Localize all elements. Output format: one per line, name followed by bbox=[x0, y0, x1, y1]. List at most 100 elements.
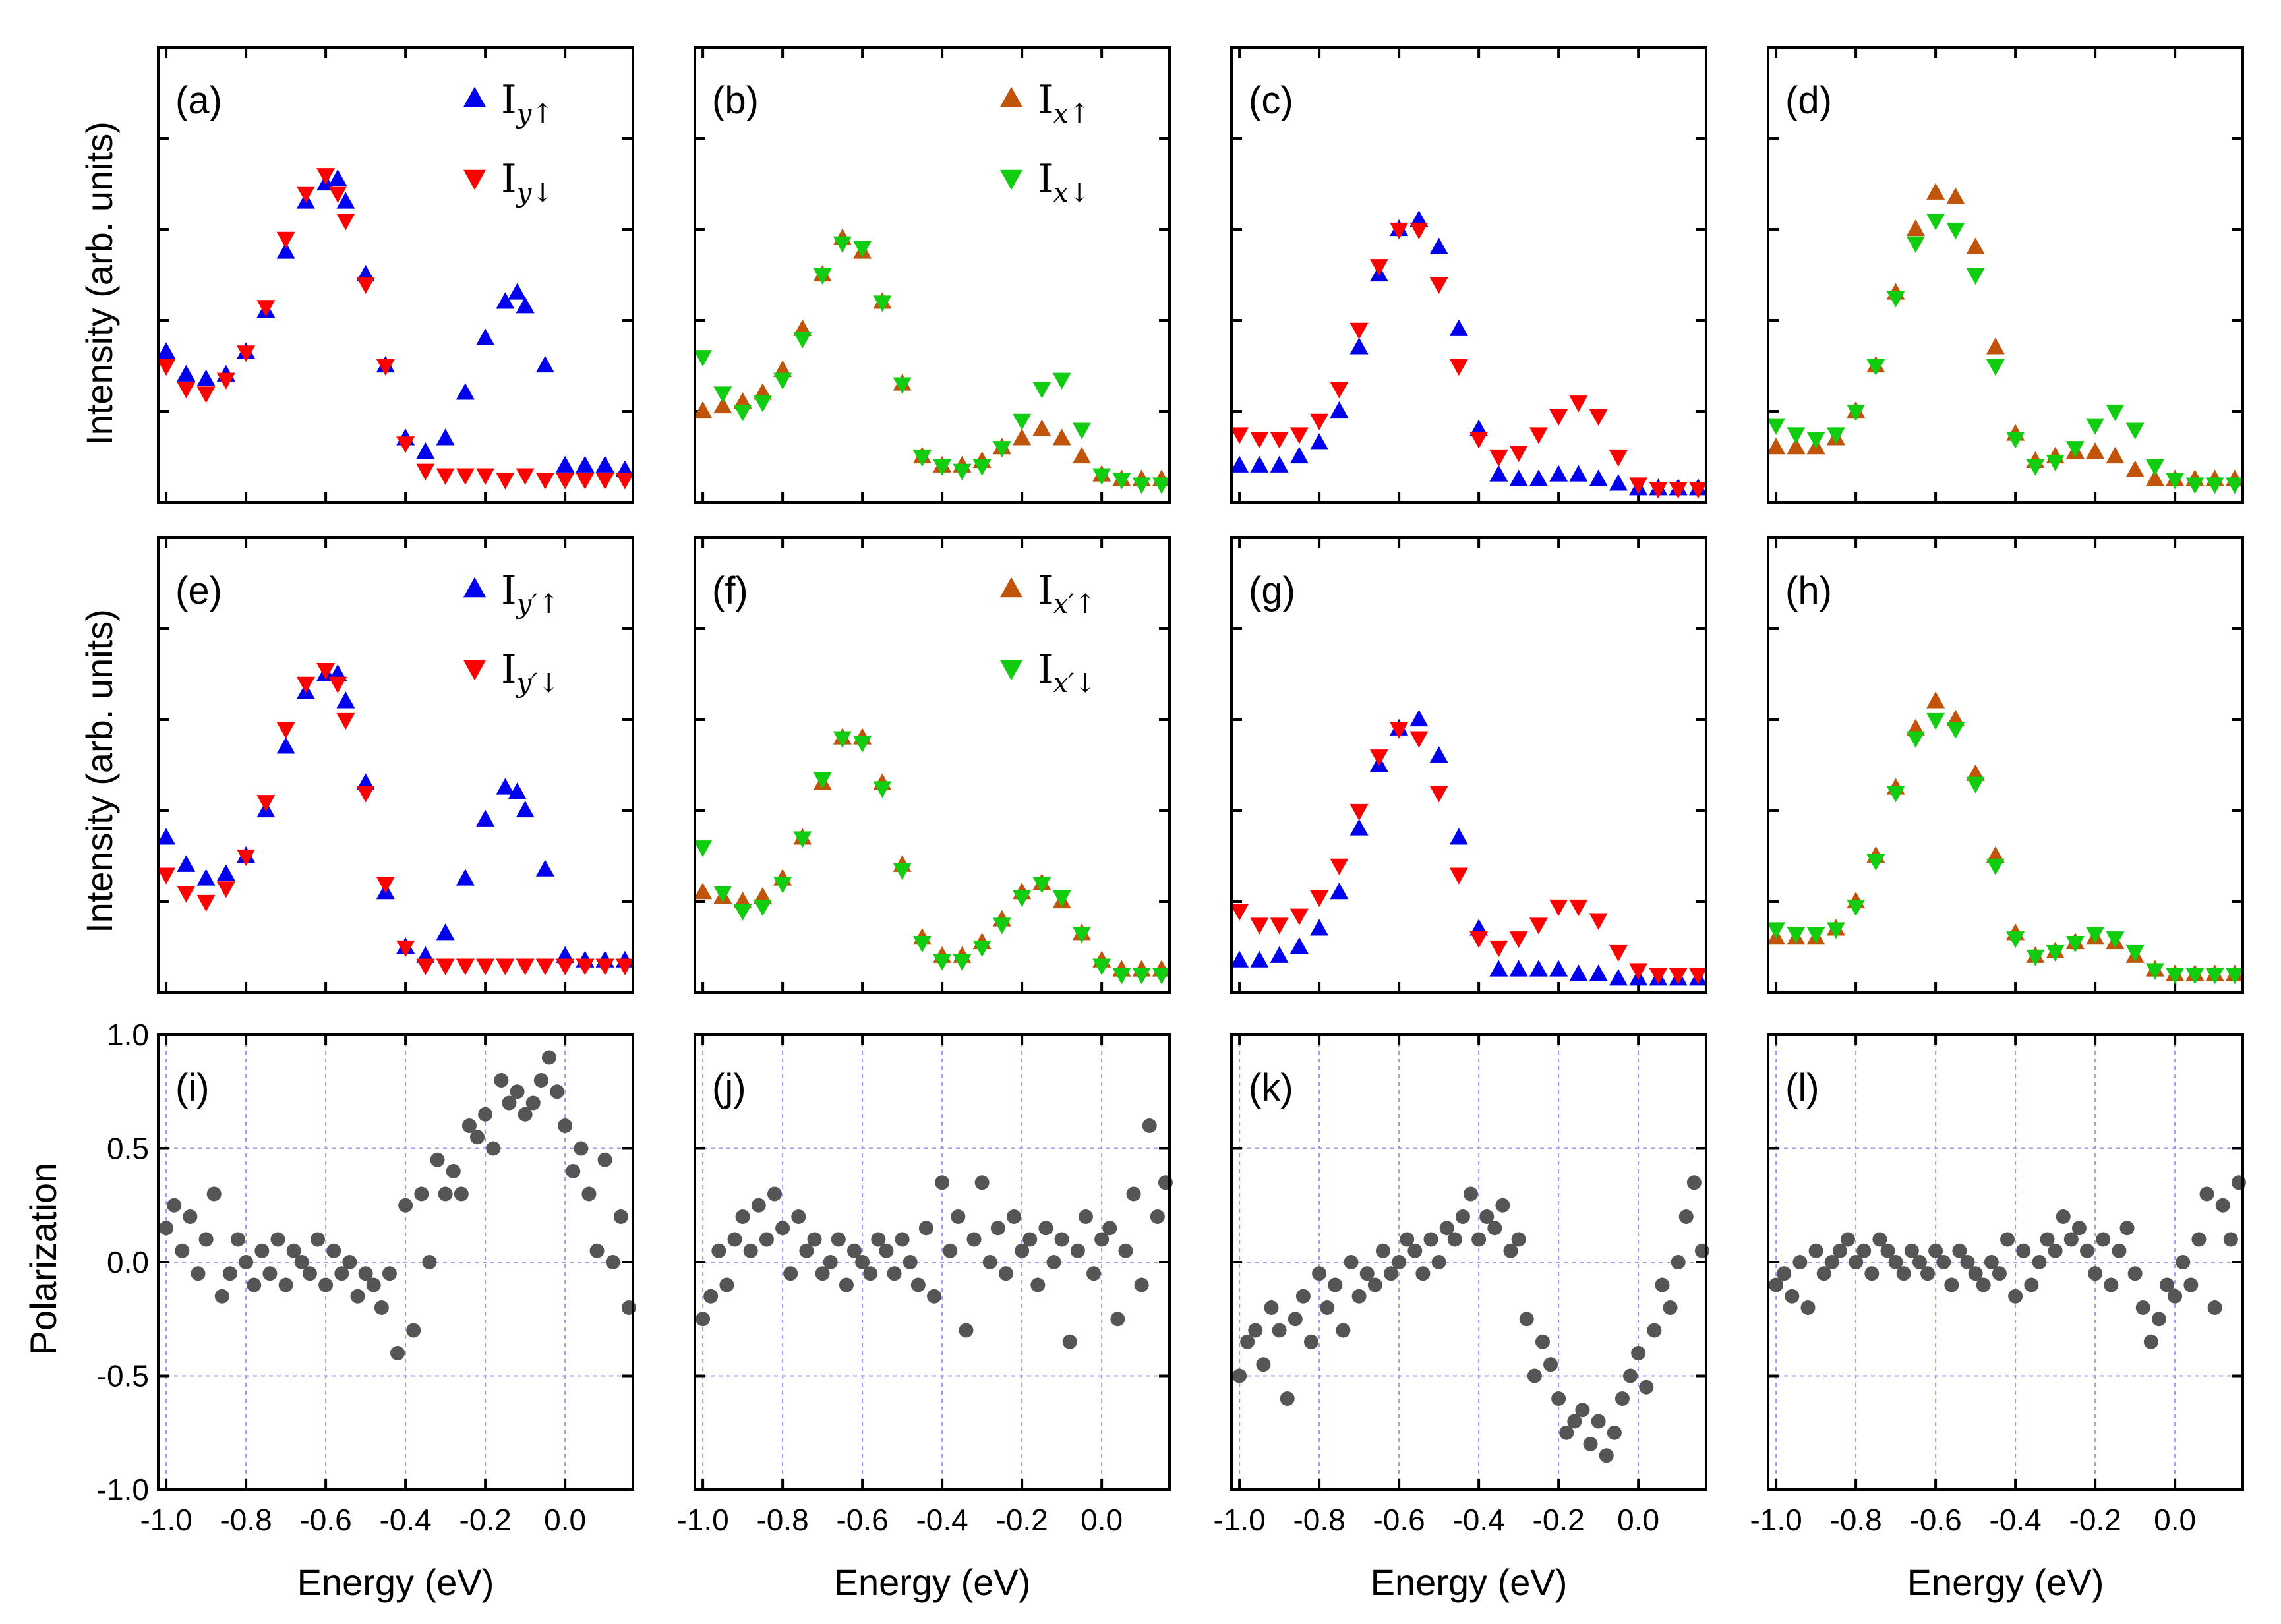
data-point-up bbox=[516, 800, 535, 818]
x-tick-label: -0.4 bbox=[1989, 1503, 2041, 1537]
data-point bbox=[1928, 1243, 1943, 1258]
data-point-up bbox=[1429, 237, 1448, 254]
data-point-up bbox=[508, 283, 527, 300]
data-point-up bbox=[1926, 691, 1945, 709]
data-point-up bbox=[1986, 337, 2005, 355]
data-point-up bbox=[1230, 950, 1249, 968]
data-point-up bbox=[1609, 474, 1628, 491]
data-point-down bbox=[953, 954, 972, 971]
data-point bbox=[342, 1255, 357, 1269]
x-tick-label: -0.4 bbox=[916, 1503, 968, 1537]
legend-subscript: y′↑ bbox=[516, 589, 560, 620]
data-point-down bbox=[1926, 214, 1945, 231]
data-point bbox=[1968, 1266, 1983, 1281]
data-point bbox=[871, 1232, 886, 1247]
data-point bbox=[422, 1255, 437, 1269]
data-point-down bbox=[1986, 359, 2005, 376]
y-tick-label: 1.0 bbox=[107, 1018, 149, 1052]
data-point bbox=[1519, 1312, 1534, 1327]
data-point-down bbox=[1449, 359, 1468, 376]
data-point-down bbox=[416, 958, 435, 975]
data-point-down bbox=[773, 372, 792, 390]
data-point-down bbox=[2185, 968, 2205, 985]
data-point-down bbox=[296, 676, 315, 693]
data-point bbox=[1118, 1243, 1133, 1258]
data-point-down bbox=[1926, 712, 1945, 730]
data-point-up bbox=[196, 369, 216, 386]
legend-marker bbox=[463, 86, 486, 107]
data-point bbox=[1464, 1186, 1479, 1202]
data-point bbox=[502, 1095, 517, 1111]
data-point bbox=[1288, 1312, 1303, 1327]
legend-marker bbox=[1000, 660, 1022, 681]
data-point bbox=[198, 1232, 214, 1247]
data-point-up bbox=[1072, 446, 1091, 464]
data-point bbox=[550, 1084, 565, 1099]
data-point bbox=[1240, 1334, 1255, 1349]
data-point-down bbox=[456, 468, 475, 485]
data-point-down bbox=[1589, 409, 1608, 426]
x-tick-label: -0.8 bbox=[1293, 1503, 1345, 1537]
data-point bbox=[759, 1232, 774, 1247]
data-point-down bbox=[694, 840, 713, 857]
data-point-up bbox=[1549, 465, 1568, 482]
xlabel-col3: Energy (eV) bbox=[1371, 1561, 1568, 1603]
data-point-down bbox=[1549, 409, 1568, 426]
data-point-up bbox=[1529, 960, 1548, 977]
data-point bbox=[1487, 1221, 1502, 1236]
data-point-down bbox=[1270, 432, 1289, 449]
data-point-down bbox=[2125, 422, 2145, 440]
xlabel-col1: Energy (eV) bbox=[297, 1561, 494, 1603]
data-point-down bbox=[1629, 477, 1648, 494]
data-point bbox=[1336, 1323, 1351, 1338]
data-point bbox=[1264, 1300, 1279, 1315]
data-point-down bbox=[177, 886, 196, 903]
data-point-up bbox=[1013, 428, 1032, 446]
data-point-up bbox=[328, 169, 347, 187]
data-point bbox=[558, 1118, 573, 1133]
data-point bbox=[903, 1255, 918, 1269]
data-point bbox=[2135, 1300, 2150, 1315]
data-point-down bbox=[256, 300, 276, 317]
data-point-down bbox=[1847, 404, 1866, 422]
data-point bbox=[398, 1198, 413, 1213]
data-point-up bbox=[2145, 469, 2164, 486]
data-point bbox=[847, 1243, 862, 1258]
data-point bbox=[1344, 1255, 1359, 1269]
data-point bbox=[1078, 1209, 1093, 1224]
data-point bbox=[927, 1289, 942, 1304]
data-point-down bbox=[1112, 473, 1131, 490]
data-point-down bbox=[2026, 949, 2045, 966]
panel-frame bbox=[694, 536, 1171, 994]
data-point bbox=[438, 1186, 453, 1202]
data-point-down bbox=[1688, 968, 1707, 985]
data-point bbox=[334, 1266, 349, 1281]
data-point-up bbox=[157, 342, 176, 359]
data-point-down bbox=[2046, 454, 2065, 472]
data-point-down bbox=[556, 473, 575, 490]
panel-g: (g) bbox=[1230, 536, 1707, 994]
data-point-down bbox=[1289, 427, 1309, 444]
panel-j: -1.0 -0.8 -0.6 -0.4 -0.2 0.0 (j) bbox=[676, 1033, 1173, 1537]
data-point bbox=[2168, 1289, 2183, 1304]
data-point bbox=[175, 1243, 190, 1258]
data-point-down bbox=[1529, 427, 1548, 444]
data-point-up bbox=[1270, 455, 1289, 473]
data-point bbox=[1439, 1221, 1454, 1236]
data-point bbox=[1678, 1209, 1694, 1224]
panel-frame bbox=[157, 1033, 634, 1491]
data-point bbox=[382, 1266, 397, 1281]
data-point-down bbox=[972, 459, 992, 476]
data-point bbox=[390, 1346, 405, 1360]
data-point bbox=[374, 1300, 389, 1315]
panel-frame bbox=[1230, 536, 1707, 994]
data-point-down bbox=[773, 877, 792, 894]
data-point bbox=[1583, 1437, 1598, 1451]
data-point-down bbox=[1132, 968, 1151, 985]
data-point-down bbox=[1369, 259, 1388, 276]
data-point bbox=[879, 1243, 894, 1258]
data-point-up bbox=[1330, 401, 1349, 419]
data-point bbox=[1785, 1289, 1800, 1304]
panel-tag: (f) bbox=[712, 569, 748, 612]
data-point-down bbox=[2185, 477, 2205, 494]
